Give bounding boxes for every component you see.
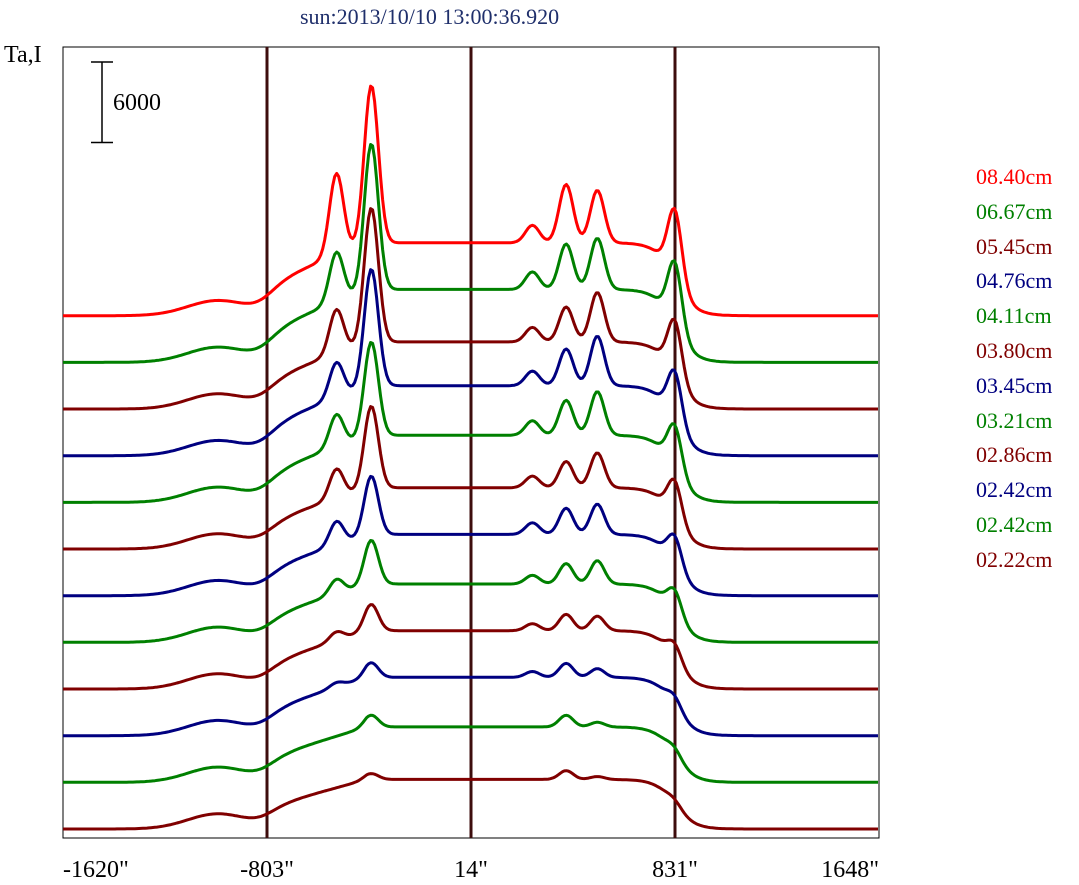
chart-title: sun:2013/10/10 13:00:36.920 [300, 4, 560, 29]
legend-entry: 03.80cm [976, 337, 1053, 363]
legend-entry: 02.42cm [976, 511, 1053, 537]
series-line-02.42cm [63, 713, 878, 784]
series-line-02.22cm [63, 769, 878, 831]
legend-entry: 02.22cm [976, 546, 1053, 572]
series-line-03.45cm [63, 474, 878, 598]
x-tick-label: 14" [454, 857, 488, 883]
legend-entry: 04.76cm [976, 268, 1053, 294]
series-line-06.67cm [63, 143, 878, 364]
series-line-08.40cm [63, 84, 878, 318]
legend-entry: 03.45cm [976, 372, 1053, 398]
series-line-04.11cm [63, 341, 878, 504]
legend: 08.40cm 06.67cm 05.45cm 04.76cm 04.11cm 03.80… [976, 160, 1052, 578]
legend-entry: 02.42cm [976, 477, 1053, 503]
x-tick-label: -1620" [63, 857, 129, 883]
x-tick-label: 831" [652, 857, 698, 883]
legend-entry: 08.40cm [976, 164, 1053, 189]
series-line-03.80cm [63, 405, 878, 551]
y-axis-label: Ta,I [4, 42, 42, 68]
x-tick-label: -803" [240, 857, 294, 883]
legend-entry: 02.86cm [976, 442, 1053, 468]
series-line-02.42cm [63, 661, 878, 738]
series-line-04.76cm [63, 268, 878, 458]
series-line-02.86cm [63, 603, 878, 691]
legend-entry: 06.67cm [976, 198, 1053, 224]
legend-entry: 05.45cm [976, 233, 1053, 259]
series-line-05.45cm [63, 207, 878, 411]
series-line-03.21cm [63, 539, 878, 644]
x-tick-label: 1648" [821, 857, 879, 883]
legend-entry: 03.21cm [976, 407, 1053, 433]
legend-entry: 04.11cm [976, 303, 1052, 329]
scale-bar-label: 6000 [113, 90, 161, 116]
